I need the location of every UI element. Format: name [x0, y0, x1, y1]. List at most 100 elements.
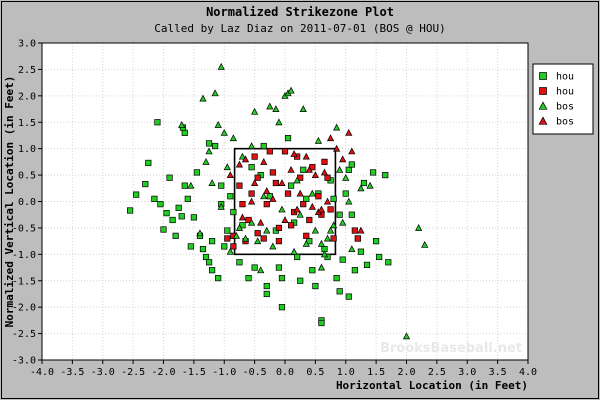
x-tick-label: 1.5 [367, 367, 385, 378]
pitch-triangle-marker [308, 202, 316, 210]
pitch-square-marker [360, 179, 368, 187]
pitch-triangle-marker [251, 107, 259, 115]
pitch-triangle-marker [211, 89, 219, 97]
pitch-triangle-marker [296, 189, 304, 197]
pitch-square-marker [199, 245, 207, 253]
x-tick-label: -1.0 [212, 367, 236, 378]
pitch-square-marker [248, 190, 255, 197]
y-tick-label: -3.0 [12, 356, 36, 367]
pitch-square-marker [312, 282, 319, 290]
pitch-square-marker [287, 182, 295, 189]
pitch-triangle-marker [220, 128, 228, 136]
pitch-square-marker [151, 195, 158, 202]
pitch-triangle-marker [226, 247, 234, 255]
pitch-square-marker [275, 224, 283, 232]
pitch-square-marker [172, 232, 179, 239]
pitch-triangle-marker [317, 263, 326, 271]
legend-marker [539, 87, 547, 95]
pitch-square-marker [202, 253, 210, 261]
pitch-triangle-marker [217, 62, 225, 70]
pitch-square-marker [284, 190, 292, 197]
pitch-triangle-marker [232, 231, 241, 239]
pitch-square-marker [187, 243, 194, 250]
legend-entry-label: hou [556, 72, 574, 83]
pitch-triangle-marker [178, 121, 186, 128]
y-axis-label: Normalized Vertical Location (in Feet) [3, 76, 16, 328]
chart-title: Normalized Strikezone Plot [206, 5, 394, 19]
y-tick-label: -1.5 [12, 276, 36, 287]
pitch-square-marker [351, 267, 358, 274]
pitch-triangle-marker [202, 158, 210, 165]
pitch-triangle-marker [323, 197, 332, 205]
pitch-square-marker [369, 169, 377, 176]
pitch-square-marker [230, 243, 237, 250]
pitch-triangle-marker [275, 118, 283, 126]
watermark: BrooksBaseball.net [380, 341, 522, 356]
pitch-square-marker [275, 238, 283, 245]
pitch-square-marker [178, 213, 185, 220]
pitch-square-marker [342, 190, 349, 197]
pitch-triangle-marker [217, 202, 225, 210]
pitch-square-marker [300, 201, 307, 208]
pitch-square-marker [260, 142, 267, 150]
pitch-square-marker [336, 288, 343, 295]
pitch-square-marker [160, 226, 167, 233]
pitch-triangle-marker [326, 134, 335, 142]
pitch-square-marker [336, 211, 343, 218]
pitch-square-marker [294, 253, 301, 261]
pitch-triangle-marker [247, 218, 256, 226]
pitch-square-marker [363, 261, 371, 268]
pitch-square-marker [297, 277, 304, 284]
pitch-triangle-marker [293, 205, 301, 213]
pitch-triangle-marker [308, 189, 316, 197]
pitch-triangle-marker [333, 123, 341, 131]
pitch-triangle-marker [208, 179, 216, 186]
pitch-triangle-marker [229, 134, 237, 142]
pitch-triangle-marker [235, 160, 244, 168]
y-tick-label: 1.5 [18, 118, 36, 129]
pitch-triangle-marker [302, 239, 310, 247]
pitch-square-marker [190, 214, 197, 221]
pitch-triangle-marker [278, 179, 286, 186]
pitch-triangle-marker [287, 165, 295, 173]
pitch-triangle-marker [317, 239, 326, 247]
pitch-square-marker [376, 253, 383, 261]
legend-entry-label: hou [556, 87, 574, 98]
pitch-triangle-marker [281, 216, 289, 223]
pitch-square-marker [324, 174, 331, 181]
x-tick-label: -3.0 [91, 367, 115, 378]
y-tick-label: -2.0 [12, 303, 36, 314]
pitch-square-marker [157, 201, 164, 208]
pitch-square-marker [254, 174, 261, 181]
pitch-triangle-marker [302, 152, 310, 160]
x-tick-label: 0.0 [276, 367, 294, 378]
pitch-triangle-marker [235, 224, 244, 231]
pitch-square-marker [236, 259, 243, 266]
pitch-triangle-marker [214, 121, 222, 128]
pitch-triangle-marker [187, 181, 195, 189]
pitch-square-marker [315, 193, 322, 200]
pitch-triangle-marker [333, 144, 341, 152]
x-tick-label: 1.0 [337, 367, 355, 378]
x-tick-label: 2.0 [397, 367, 415, 378]
x-tick-label: 2.5 [428, 367, 446, 378]
pitch-triangle-marker [251, 179, 259, 186]
pitch-square-marker [345, 293, 352, 300]
pitch-square-marker [145, 159, 152, 167]
pitch-triangle-marker [357, 184, 365, 192]
x-tick-label: 4.0 [519, 367, 537, 378]
pitch-triangle-marker [421, 240, 429, 248]
pitch-square-marker [306, 216, 313, 224]
pitch-square-marker [205, 259, 213, 266]
pitch-square-marker [348, 211, 355, 218]
pitch-triangle-marker [241, 155, 250, 163]
pitch-square-marker [278, 304, 286, 311]
pitch-triangle-marker [339, 218, 347, 226]
pitch-triangle-marker [311, 171, 319, 179]
series-2-bos [178, 62, 429, 340]
legend-marker [538, 116, 548, 125]
pitch-triangle-marker [320, 250, 329, 258]
pitch-square-marker [318, 319, 325, 327]
pitch-square-marker [266, 148, 273, 155]
